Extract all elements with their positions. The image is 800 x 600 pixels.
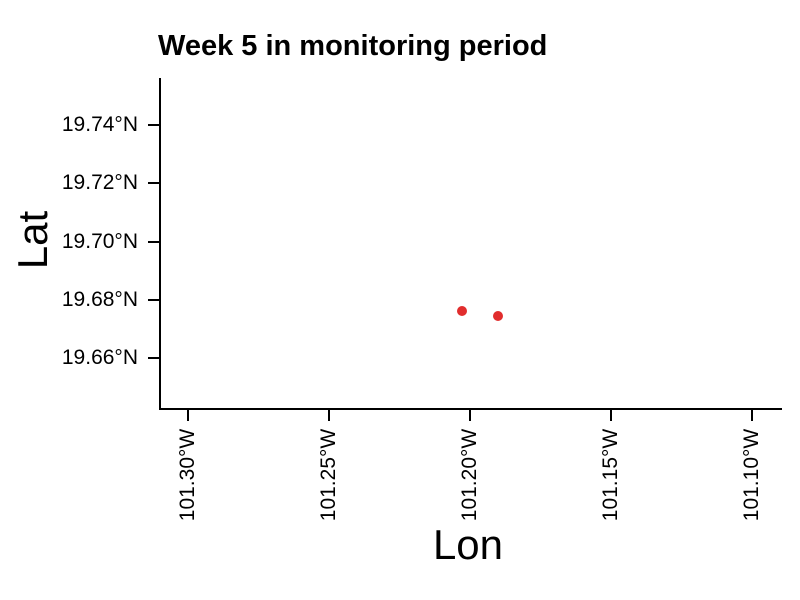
y-tick-mark <box>148 240 160 243</box>
y-tick-label: 19.74°N <box>61 113 138 136</box>
y-tick-label: 19.68°N <box>61 287 138 311</box>
x-tick-label: 101.15°W <box>599 428 622 522</box>
x-tick-mark <box>328 409 330 421</box>
x-tick-mark <box>469 409 471 421</box>
y-tick-mark <box>148 182 160 185</box>
x-tick-label: 101.25°W <box>317 428 340 522</box>
x-tick-mark <box>751 409 753 421</box>
x-tick-label: 101.20°W <box>458 428 481 522</box>
y-tick-mark <box>148 357 160 359</box>
x-tick-label: 101.10°W <box>740 428 763 522</box>
x-tick-label: 101.30°W <box>176 428 199 522</box>
y-tick-mark <box>148 298 160 301</box>
y-tick-label: 19.66°N <box>61 346 138 369</box>
y-axis-line <box>159 78 161 410</box>
x-tick-mark <box>187 409 189 421</box>
x-tick-mark <box>610 409 612 421</box>
data-point <box>492 311 503 322</box>
y-tick-mark <box>148 124 160 126</box>
y-tick-label: 19.72°N <box>61 171 138 195</box>
chart-title: Week 5 in monitoring period <box>158 30 548 62</box>
x-axis-title: Lon <box>432 521 504 568</box>
y-tick-label: 19.70°N <box>61 229 138 253</box>
data-point <box>457 306 468 317</box>
